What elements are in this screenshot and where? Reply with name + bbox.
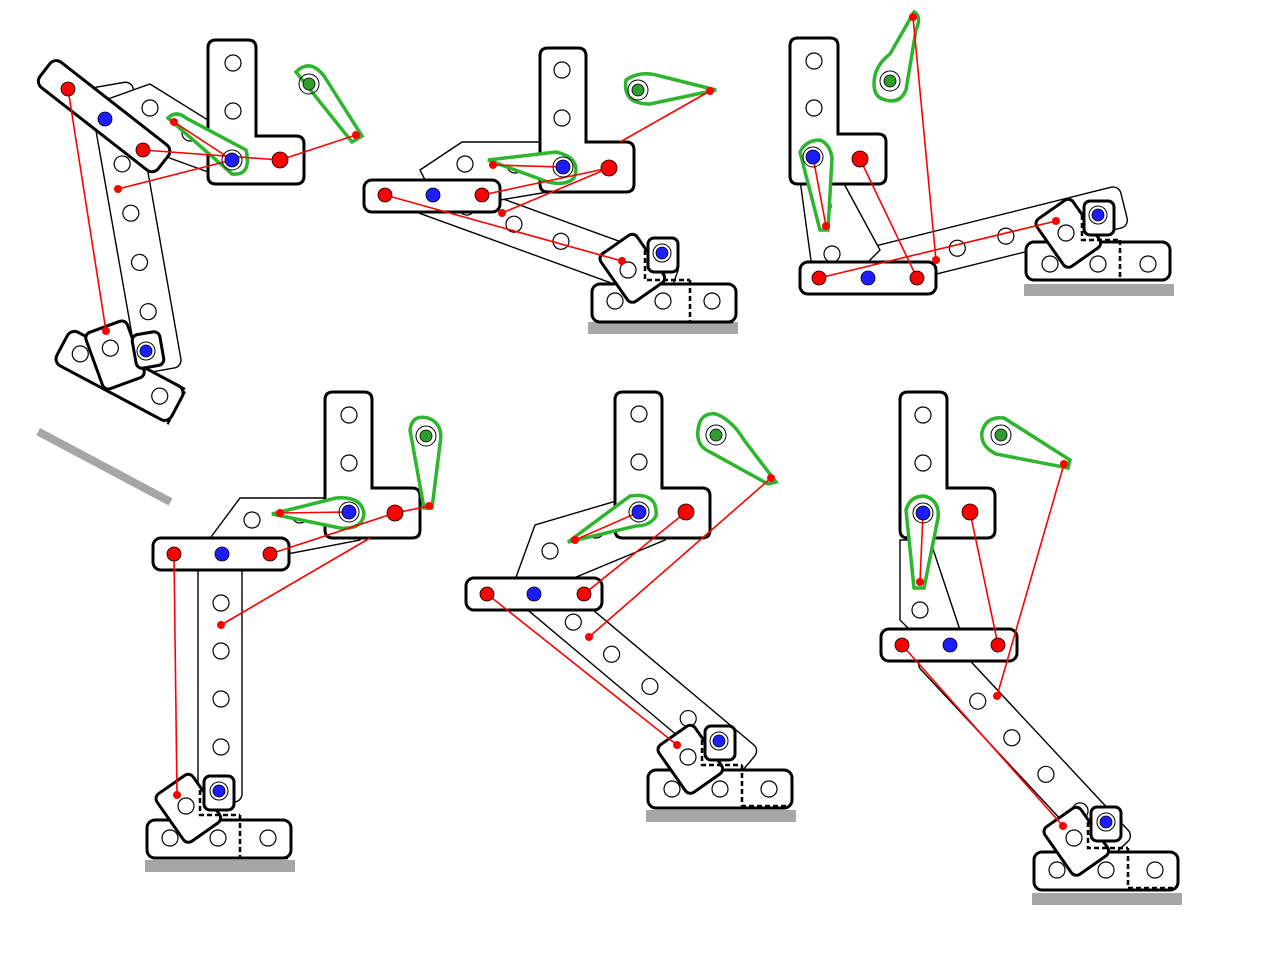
shin-bar (524, 575, 758, 780)
ground-plate (36, 428, 173, 506)
ankle-block (84, 319, 146, 391)
ground-plate (588, 322, 738, 334)
inner-crank (487, 150, 578, 186)
ground-plate (1024, 284, 1174, 296)
ground-plate (145, 860, 295, 872)
leg-frame-4 (145, 390, 443, 872)
leg-frame-2 (362, 46, 738, 334)
ground-plate (1032, 893, 1182, 905)
ground-plate (646, 810, 796, 822)
drive-crank (696, 412, 780, 486)
drive-crank (293, 64, 365, 145)
drive-crank (408, 415, 443, 510)
drive-crank (872, 9, 921, 103)
drive-crank (623, 72, 717, 106)
leg-frame-5 (464, 390, 796, 822)
shin-bar (197, 539, 243, 803)
leg-frame-3 (788, 9, 1174, 296)
leg-frame-1 (36, 38, 365, 506)
leg-frame-6 (879, 390, 1182, 905)
inner-crank (798, 138, 834, 232)
